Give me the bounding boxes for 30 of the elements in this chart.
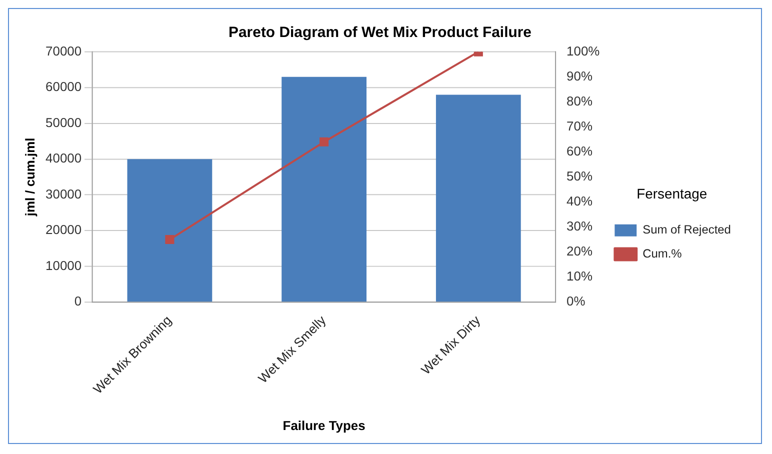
legend-label: Cum.%: [642, 246, 682, 261]
y-tick-label: 40000: [46, 150, 82, 166]
y2-tick-label: 40%: [566, 194, 593, 209]
y2-tick-label: 90%: [566, 68, 593, 84]
y2-tick-label: 10%: [566, 268, 593, 284]
y2-tick-label: 20%: [566, 244, 593, 259]
bar: [127, 159, 212, 302]
y2-tick-label: 50%: [566, 168, 593, 184]
point: [165, 235, 174, 244]
y-tick-label: 60000: [46, 79, 82, 94]
y2-tick-label: 30%: [566, 218, 593, 234]
y-tick-label: 10000: [46, 258, 82, 273]
y-tick-label: 70000: [46, 43, 82, 58]
bar: [282, 76, 367, 302]
bar: [436, 94, 521, 302]
y-tick-label: 20000: [46, 222, 82, 238]
y2-tick-label: 100%: [566, 43, 600, 58]
y2-tick-label: 80%: [566, 93, 593, 108]
point: [320, 137, 329, 146]
y-tick-label: 30000: [46, 186, 82, 202]
y-tick-label: 50000: [46, 114, 82, 130]
y-axis-title: jml / cum.jml: [22, 138, 38, 218]
y-tick-label: 0: [74, 294, 82, 309]
y2-tick-label: 0%: [566, 294, 586, 309]
legend-title: Fersentage: [636, 186, 708, 202]
chart-title: Pareto Diagram of Wet Mix Product Failure: [228, 24, 532, 42]
legend-label: Sum of Rejected: [642, 222, 731, 237]
y2-tick-label: 70%: [566, 118, 593, 134]
x-axis-title: Failure Types: [282, 418, 366, 433]
y2-tick-label: 60%: [566, 144, 593, 158]
